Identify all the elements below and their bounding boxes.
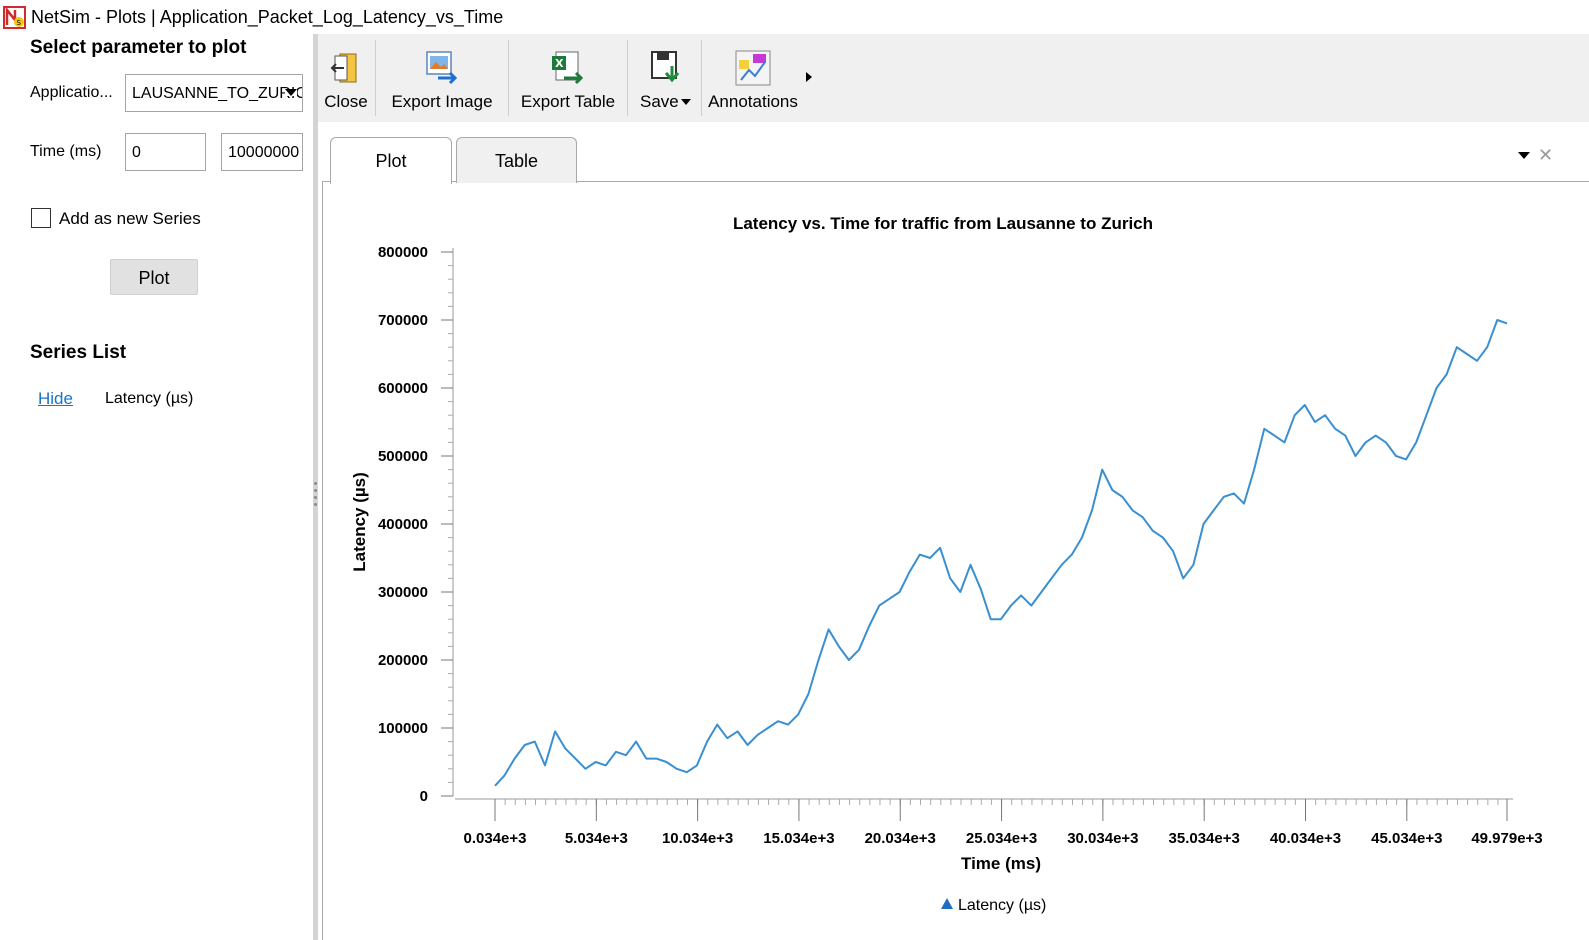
add-as-new-series-label: Add as new Series [59, 209, 201, 228]
legend: Latency (µs) [941, 897, 1046, 914]
tab-table[interactable]: Table [456, 137, 577, 183]
window-title: NetSim - Plots | Application_Packet_Log_… [31, 7, 504, 27]
y-tick-label: 200000 [378, 652, 428, 669]
annotations-icon [735, 50, 771, 86]
annotations-button[interactable]: Annotations [704, 40, 802, 118]
toolbar [318, 34, 1589, 122]
x-axis-title: Time (ms) [961, 854, 1041, 873]
x-tick-label: 35.034e+3 [1169, 830, 1240, 847]
annotations-label: Annotations [708, 92, 798, 111]
parameter-panel [0, 34, 313, 940]
series-line-latency [494, 319, 1508, 787]
y-axis-title: Latency (µs) [350, 472, 369, 572]
export-image-button[interactable]: Export Image [380, 40, 504, 118]
application-combobox[interactable]: LAUSANNE_TO_ZURICH [125, 74, 303, 112]
select-parameter-heading: Select parameter to plot [30, 37, 247, 58]
netsim-app-icon: S [3, 6, 26, 29]
x-tick-label: 5.034e+3 [565, 830, 628, 847]
y-tick-label: 300000 [378, 584, 428, 601]
series-name-label: Latency (µs) [105, 390, 194, 407]
excel-export-icon: X [552, 51, 584, 85]
hide-series-link[interactable]: Hide [38, 389, 73, 408]
content-border [322, 181, 323, 940]
chevron-down-icon[interactable] [681, 99, 691, 105]
close-label: Close [324, 92, 368, 111]
chart-axes: 0 100000 200000 300000 400000 500000 600000 700… [378, 244, 1543, 847]
y-tick-label: 700000 [378, 312, 428, 329]
svg-text:X: X [555, 57, 564, 70]
y-tick-label: 800000 [378, 244, 428, 261]
x-tick-label: 20.034e+3 [865, 830, 936, 847]
chevron-down-icon[interactable] [285, 89, 297, 96]
toolbar-divider [508, 40, 509, 116]
chart-series-layer [494, 319, 1508, 787]
y-tick-label: 400000 [378, 516, 428, 533]
close-button[interactable]: Close [318, 40, 374, 118]
save-label: Save [640, 92, 679, 111]
save-floppy-icon [651, 51, 680, 83]
legend-triangle-icon [941, 898, 953, 909]
toolbar-divider [701, 40, 702, 116]
x-tick-label: 40.034e+3 [1270, 830, 1341, 847]
latency-chart: Latency vs. Time for traffic from Lausan… [350, 214, 1543, 914]
x-tick-label: 25.034e+3 [966, 830, 1037, 847]
x-tick-label: 49.979e+3 [1471, 830, 1542, 847]
plot-button[interactable]: Plot [110, 259, 198, 295]
toolbar-overflow-icon[interactable] [806, 72, 812, 82]
toolbar-divider [627, 40, 628, 116]
application-combobox-value: LAUSANNE_TO_ZURICH [132, 85, 303, 102]
export-image-icon [426, 51, 458, 85]
tab-underline [322, 181, 1589, 182]
save-button[interactable]: Save [632, 40, 698, 118]
export-image-label: Export Image [391, 92, 493, 111]
x-tick-label: 15.034e+3 [763, 830, 834, 847]
svg-text:S: S [17, 19, 22, 27]
x-tick-label: 45.034e+3 [1371, 830, 1442, 847]
title-bar: S NetSim - Plots | Application_Packet_Lo… [0, 0, 1589, 34]
close-icon[interactable]: ✕ [1538, 145, 1554, 165]
x-tick-label: 0.034e+3 [464, 830, 527, 847]
y-tick-label: 500000 [378, 448, 428, 465]
splitter-grip-icon[interactable] [313, 478, 318, 518]
series-list-heading: Series List [30, 342, 127, 363]
y-tick-label: 600000 [378, 380, 428, 397]
export-table-label: Export Table [520, 92, 616, 111]
legend-entry: Latency (µs) [958, 897, 1046, 914]
tab-plot[interactable]: Plot [330, 137, 452, 184]
close-door-icon [330, 53, 357, 83]
time-to-input[interactable]: 10000000 [221, 133, 303, 171]
panel-splitter[interactable] [313, 34, 318, 940]
application-label: Applicatio... [30, 84, 113, 101]
y-tick-label: 100000 [378, 720, 428, 737]
toolbar-divider [375, 40, 376, 116]
tab-menu-chevron-down-icon[interactable] [1518, 152, 1530, 159]
time-from-input[interactable]: 0 [125, 133, 206, 171]
x-tick-label: 30.034e+3 [1067, 830, 1138, 847]
chart-title: Latency vs. Time for traffic from Lausan… [733, 214, 1153, 233]
time-label: Time (ms) [30, 143, 102, 160]
x-tick-label: 10.034e+3 [662, 830, 733, 847]
add-as-new-series-checkbox[interactable] [31, 208, 51, 228]
export-table-button[interactable]: X Export Table [512, 40, 624, 118]
y-tick-label: 0 [420, 788, 428, 805]
